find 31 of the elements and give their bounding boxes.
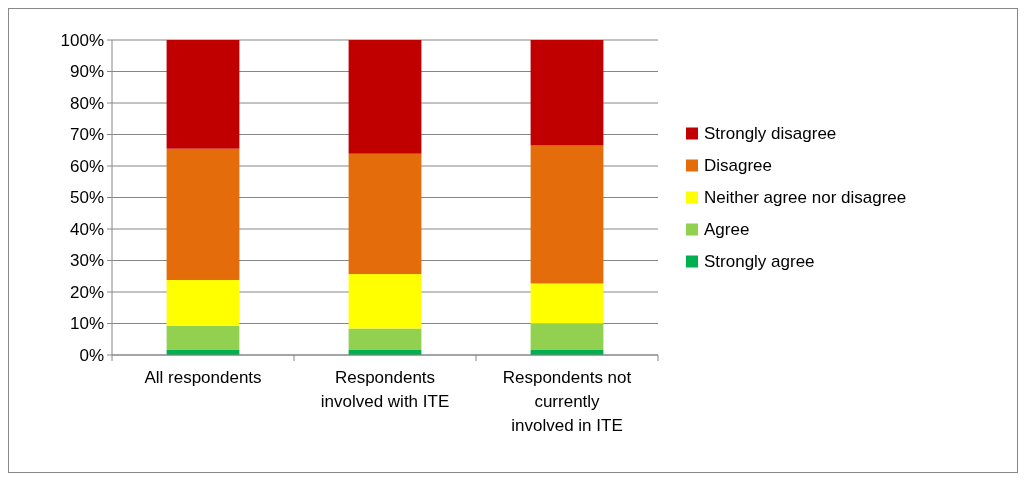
y-tick-label: 20% bbox=[69, 282, 104, 302]
y-tick-label: 0% bbox=[79, 345, 104, 365]
y-tick-label: 80% bbox=[69, 93, 104, 113]
y-tick-label: 100% bbox=[60, 30, 104, 50]
bar bbox=[530, 323, 604, 350]
bar bbox=[166, 325, 240, 350]
bar bbox=[348, 153, 422, 275]
bar bbox=[530, 40, 604, 146]
legend-label: Strongly agree bbox=[704, 252, 815, 272]
bar bbox=[530, 145, 604, 284]
y-tick-label: 50% bbox=[69, 188, 104, 208]
y-tick-label: 70% bbox=[69, 125, 104, 145]
legend-label: Strongly disagree bbox=[704, 124, 837, 144]
bar bbox=[166, 280, 240, 326]
bar bbox=[348, 328, 422, 350]
y-tick-label: 30% bbox=[69, 251, 104, 271]
bar bbox=[348, 274, 422, 329]
x-tick-label: Respondents not currently involved in ITE bbox=[502, 368, 632, 435]
legend-label: Disagree bbox=[704, 156, 773, 176]
y-tick-label: 90% bbox=[69, 62, 104, 82]
bar bbox=[530, 283, 604, 324]
bar bbox=[348, 40, 422, 154]
x-tick-label: Respondents involved with ITE bbox=[320, 368, 450, 411]
y-tick-label: 60% bbox=[69, 156, 104, 176]
x-tick-label: All respondents bbox=[144, 368, 262, 387]
bar bbox=[166, 40, 240, 149]
bar bbox=[166, 148, 240, 281]
y-tick-label: 40% bbox=[69, 219, 104, 239]
legend-label: Agree bbox=[704, 220, 750, 240]
legend-label: Neither agree nor disagree bbox=[704, 188, 907, 208]
y-tick-label: 10% bbox=[69, 314, 104, 334]
